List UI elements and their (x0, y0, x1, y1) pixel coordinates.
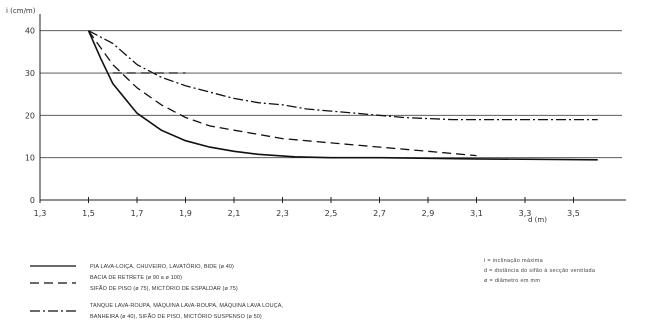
series-line-1 (87, 30, 598, 161)
y-tick-label: 10 (25, 154, 35, 163)
legend: PIA LAVA-LOIÇA, CHUVEIRO, LAVATÓRIO, BID… (30, 263, 284, 320)
x-tick-label: 1,7 (131, 209, 144, 218)
y-tick-label: 40 (25, 27, 35, 36)
legend-label-3: TANQUE LAVA-ROUPA, MÁQUINA LAVA-ROUPA, M… (90, 302, 284, 309)
notes: i = inclinação máxima d = distância do si… (484, 258, 596, 284)
y-tick-label: 20 (25, 111, 35, 120)
x-tick-label: 3,3 (519, 209, 532, 218)
series-line-2 (87, 30, 477, 157)
tick-labels: 0 10 20 30 40 1,3 1,5 1,7 1,9 2,1 2,3 2,5 2,7 2,9 3,1 3… (25, 27, 580, 218)
x-tick-label: 3,5 (567, 209, 580, 218)
note-line-2: d = distância do sifão à secção ventilad… (484, 268, 596, 274)
x-tick-label: 2,5 (325, 209, 338, 218)
x-tick-label: 2,3 (276, 209, 289, 218)
x-tick-label: 2,1 (228, 209, 241, 218)
series-line-3 (88, 30, 598, 121)
x-tick-label: 1,9 (179, 209, 192, 218)
note-line-3: ø = diâmetro em mm (484, 278, 540, 284)
y-tick-label: 0 (30, 196, 35, 205)
x-tick-label: 2,7 (373, 209, 386, 218)
x-axis-label: d (m) (528, 216, 547, 224)
x-tick-label: 1,5 (82, 209, 95, 218)
gridlines (40, 30, 622, 201)
legend-label-1: PIA LAVA-LOIÇA, CHUVEIRO, LAVATÓRIO, BID… (90, 263, 234, 270)
x-tick-label: 3,1 (470, 209, 483, 218)
series-lines (87, 30, 598, 161)
legend-label-3-line2: BANHEIRA (ø 40), SIFÃO DE PISO, MICTÓRIO… (90, 313, 262, 320)
legend-label-2-line2: SIFÃO DE PISO (ø 75), MICTÓRIO DE ESPALD… (90, 285, 238, 292)
note-line-1: i = inclinação máxima (484, 258, 544, 264)
legend-label-2: BACIA DE RETRETE (ø 90 a ø 100) (90, 275, 182, 281)
x-tick-label: 1,3 (34, 209, 47, 218)
axes (39, 14, 626, 203)
y-axis-label: i (cm/m) (6, 7, 36, 15)
x-tick-label: 2,9 (422, 209, 435, 218)
y-tick-label: 30 (25, 69, 35, 78)
